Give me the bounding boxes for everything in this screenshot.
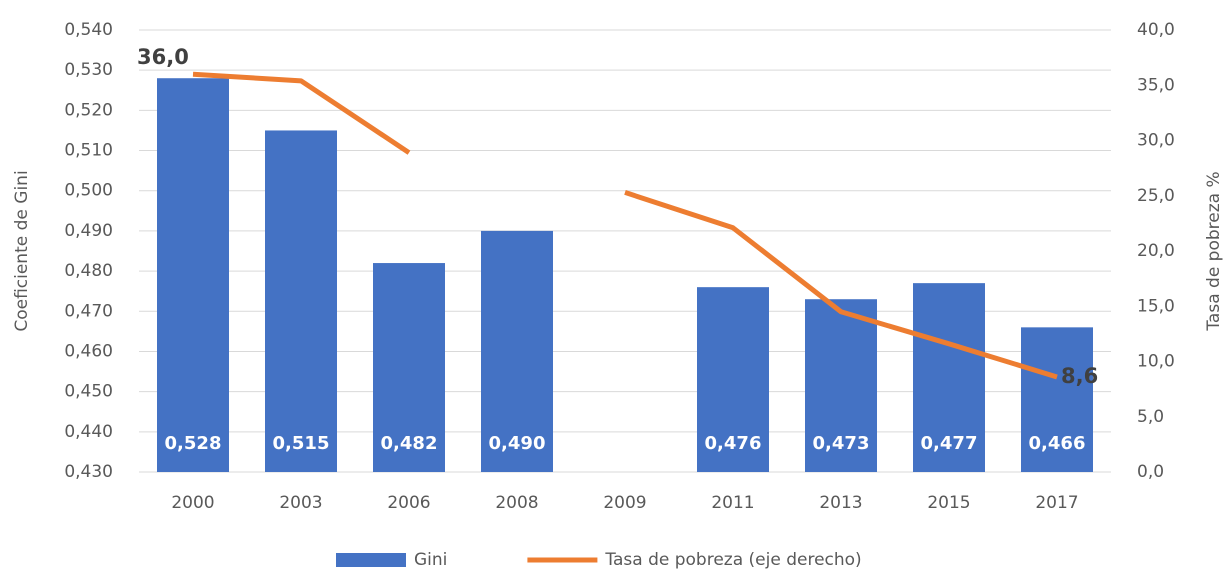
y-tick-label: 0,460 <box>64 341 113 361</box>
bar <box>373 263 445 472</box>
y-tick-label: 0,490 <box>64 221 113 241</box>
y2-tick-label: 25,0 <box>1137 186 1175 206</box>
y2-tick-label: 30,0 <box>1137 131 1175 151</box>
y2-tick-label: 0,0 <box>1137 462 1164 482</box>
bar <box>157 78 229 472</box>
line-value-label: 36,0 <box>137 45 189 69</box>
y-tick-label: 0,540 <box>64 20 113 40</box>
x-tick-label: 2006 <box>387 493 430 513</box>
legend-swatch <box>336 553 406 567</box>
x-tick-label: 2017 <box>1035 493 1078 513</box>
y2-tick-label: 35,0 <box>1137 75 1175 95</box>
line <box>192 71 1058 380</box>
y-tick-label: 0,470 <box>64 301 113 321</box>
y-tick-label: 0,500 <box>64 181 113 201</box>
bar-value-label: 0,473 <box>813 433 870 454</box>
y2-tick-label: 5,0 <box>1137 407 1164 427</box>
bar <box>697 287 769 472</box>
x-tick-label: 2013 <box>819 493 862 513</box>
bar-value-label: 0,476 <box>705 433 762 454</box>
y-tick-label: 0,450 <box>64 382 113 402</box>
line-value-label: 8,6 <box>1061 364 1098 388</box>
legend-label: Tasa de pobreza (eje derecho) <box>604 550 861 570</box>
y2-tick-label: 15,0 <box>1137 296 1175 316</box>
y2-tick-label: 40,0 <box>1137 20 1175 40</box>
y2-axis-label: Tasa de pobreza % <box>1204 171 1224 331</box>
bar-value-label: 0,515 <box>273 433 330 454</box>
bar-value-label: 0,482 <box>381 433 438 454</box>
y-tick-label: 0,510 <box>64 141 113 161</box>
y-tick-label: 0,530 <box>64 60 113 80</box>
y2-tick-label: 10,0 <box>1137 352 1175 372</box>
x-tick-label: 2008 <box>495 493 538 513</box>
x-tick-label: 2003 <box>279 493 322 513</box>
bar <box>805 299 877 472</box>
x-tick-label: 2009 <box>603 493 646 513</box>
bar <box>1021 327 1093 472</box>
bar-value-label: 0,528 <box>165 433 222 454</box>
bar <box>265 130 337 473</box>
y-axis-label: Coeficiente de Gini <box>12 170 32 331</box>
x-tick-label: 2000 <box>171 493 214 513</box>
bar-value-label: 0,490 <box>489 433 546 454</box>
y-tick-label: 0,520 <box>64 100 113 120</box>
bar-value-label: 0,466 <box>1029 433 1086 454</box>
x-tick-label: 2015 <box>927 493 970 513</box>
bar <box>481 230 553 472</box>
legend-label: Gini <box>414 550 447 570</box>
x-tick-label: 2011 <box>711 493 754 513</box>
bar <box>913 283 985 472</box>
y-tick-label: 0,440 <box>64 422 113 442</box>
y-tick-label: 0,480 <box>64 261 113 281</box>
bar-value-label: 0,477 <box>921 433 978 454</box>
y-tick-label: 0,430 <box>64 462 113 482</box>
y2-tick-label: 20,0 <box>1137 241 1175 261</box>
